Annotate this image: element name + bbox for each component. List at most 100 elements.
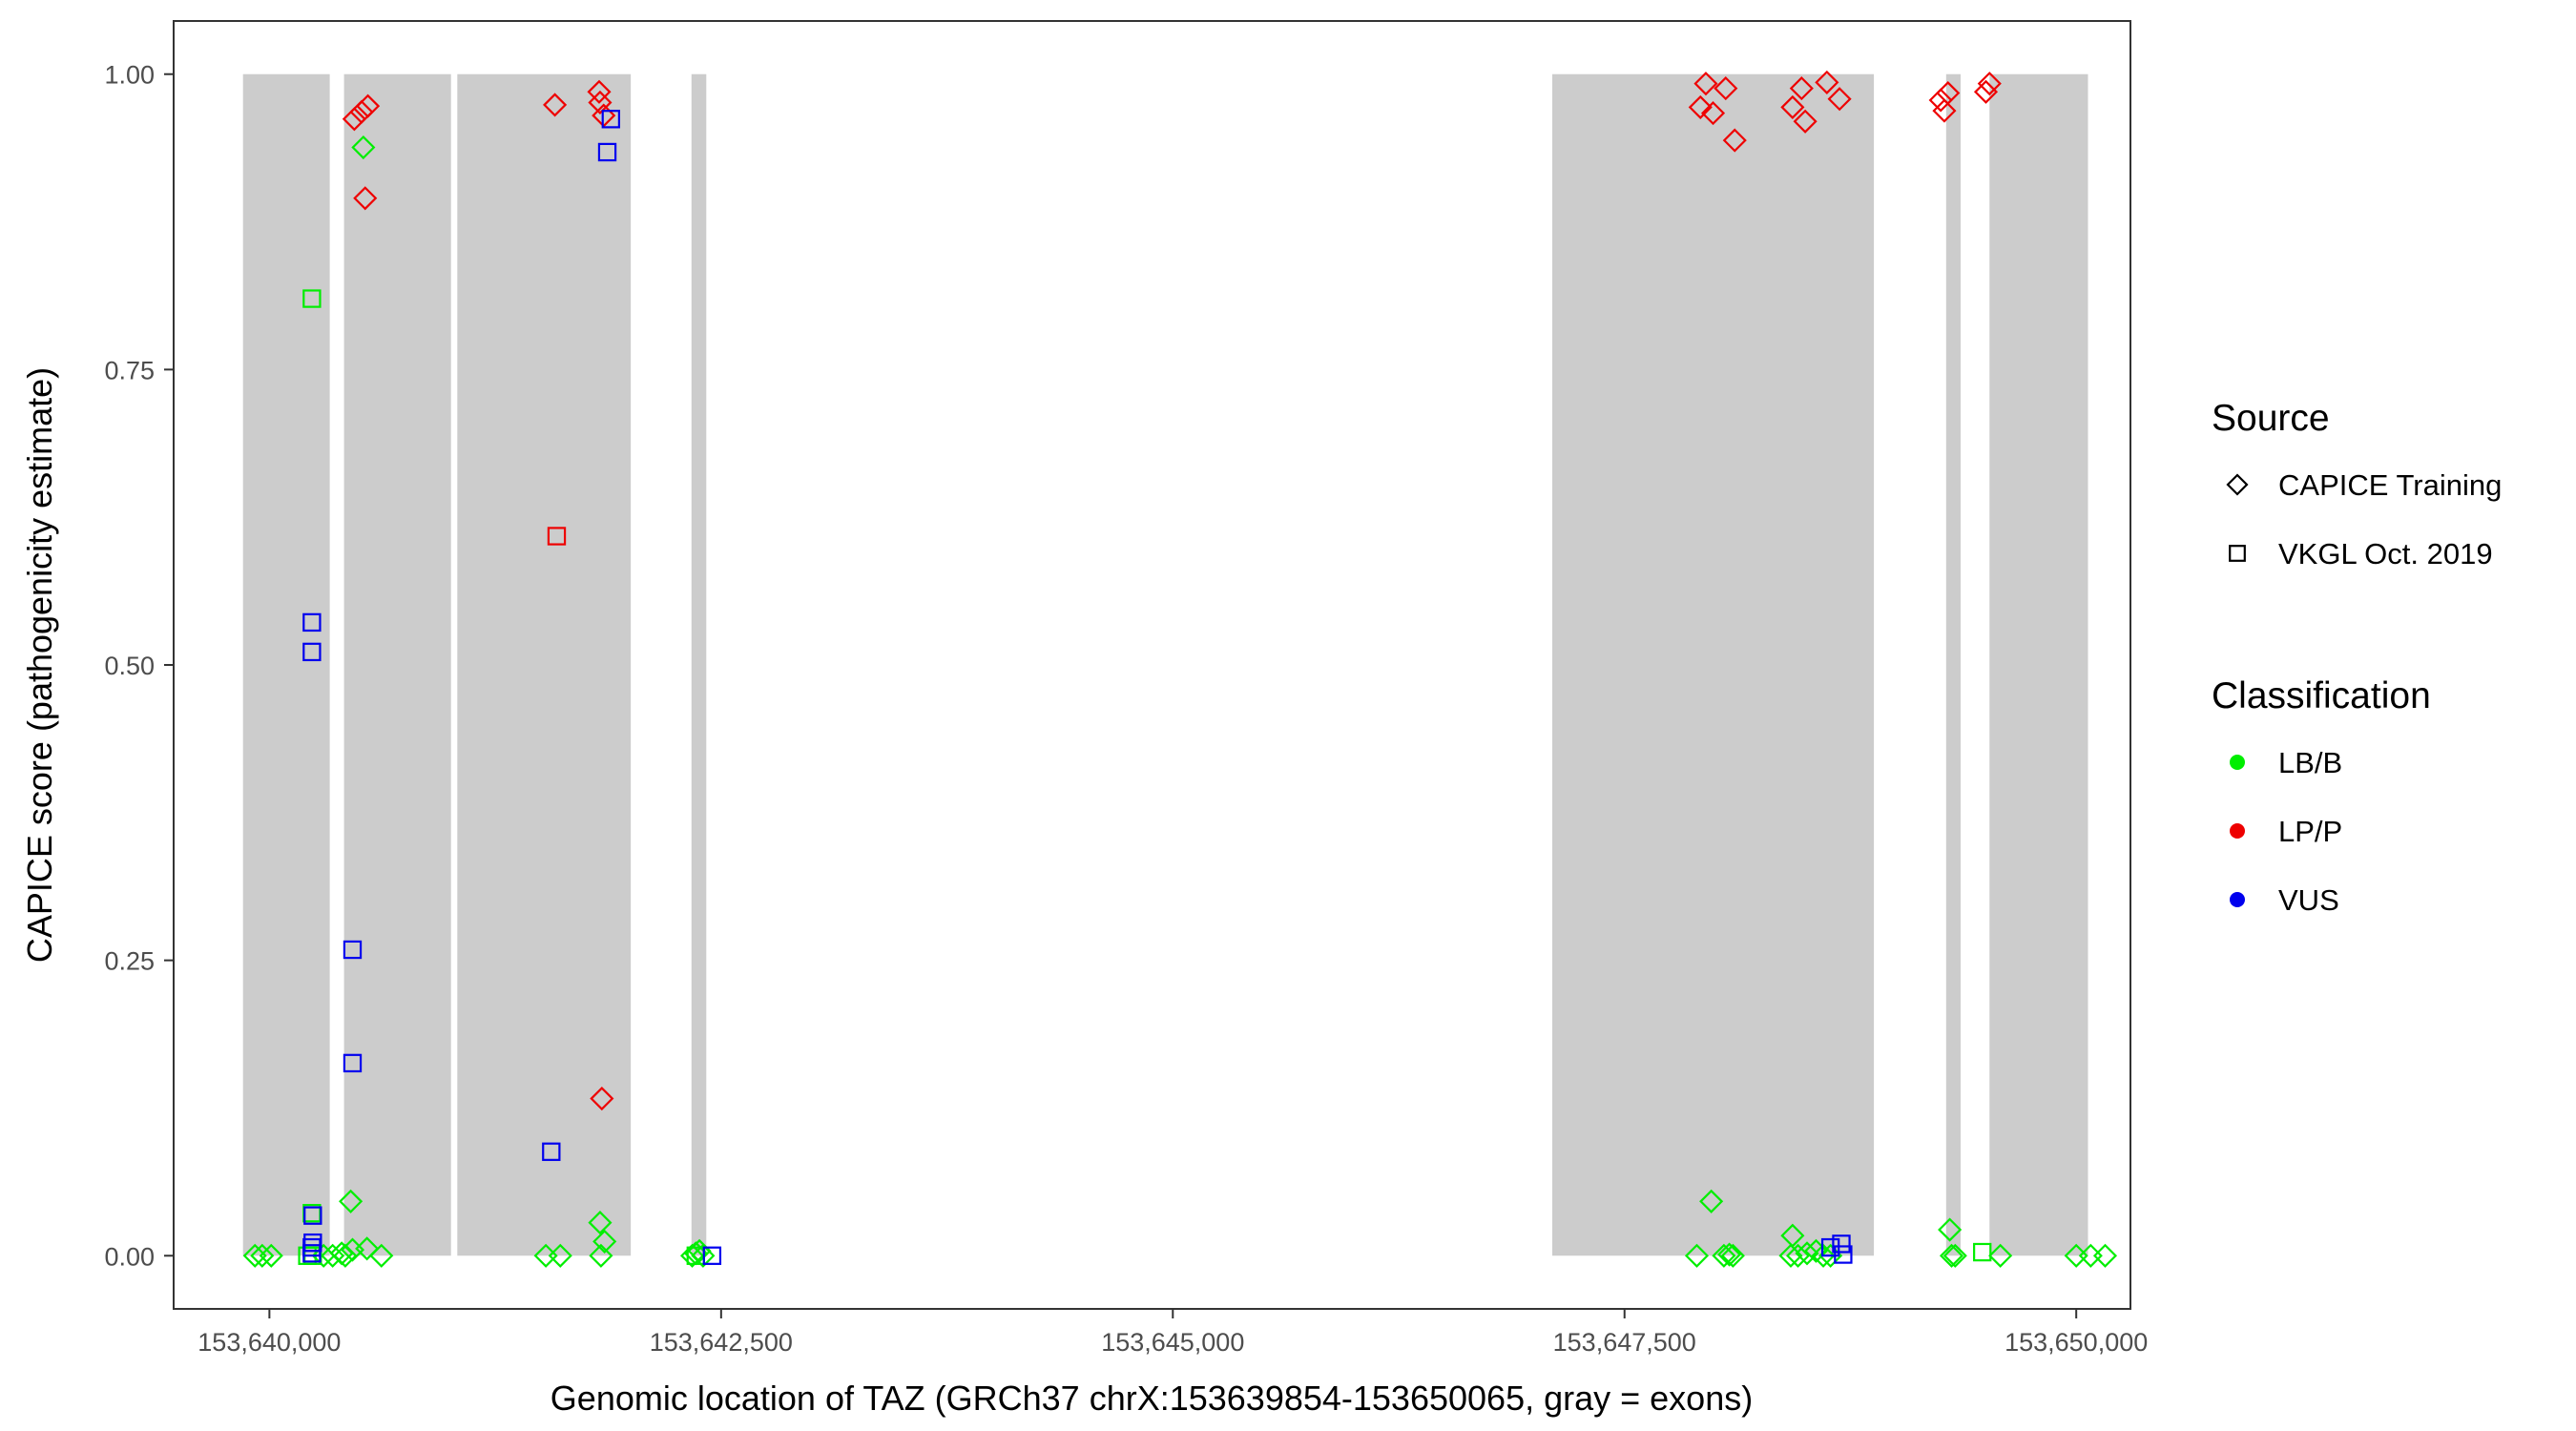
point-square [302, 612, 322, 633]
legend-key-square [2229, 545, 2246, 562]
point-diamond [1793, 109, 1818, 134]
y-axis-title: CAPICE score (pathogenicity estimate) [20, 367, 59, 963]
legend: Source CAPICE Training VKGL Oct. 2019 Cla… [2212, 398, 2502, 917]
point-diamond [369, 1243, 394, 1268]
point-diamond [588, 1211, 613, 1235]
point-diamond [1714, 76, 1738, 101]
y-tick-label: 0.25 [104, 947, 155, 976]
point-diamond [1811, 1243, 1836, 1268]
point-diamond [1712, 1243, 1736, 1268]
point-square [343, 1053, 363, 1073]
point-diamond [548, 1243, 572, 1268]
point-diamond [351, 135, 376, 160]
point-diamond [242, 1243, 267, 1268]
point-square [547, 527, 567, 546]
point-square [1834, 1245, 1853, 1264]
point-diamond [1939, 1243, 1964, 1268]
legend-key-dot [2230, 755, 2245, 770]
x-tick-label: 153,640,000 [197, 1328, 341, 1357]
point-diamond [1789, 76, 1814, 101]
data-points [242, 70, 2118, 1268]
point-diamond [1932, 98, 1957, 123]
point-diamond [1722, 128, 1747, 153]
point-diamond [1688, 94, 1713, 119]
point-diamond [1938, 1217, 1963, 1242]
point-diamond [1977, 72, 2002, 96]
exon-bands [242, 73, 2088, 1256]
point-square [597, 142, 617, 162]
x-tick-label: 153,645,000 [1101, 1328, 1244, 1357]
y-tick-label: 0.50 [104, 652, 155, 680]
point-square [1832, 1234, 1851, 1254]
point-square [302, 642, 322, 662]
point-diamond [1827, 87, 1852, 112]
point-diamond [1684, 1243, 1710, 1268]
point-diamond [1717, 1242, 1742, 1267]
x-tick-label: 153,642,500 [650, 1328, 793, 1357]
y-tick-label: 0.75 [104, 356, 155, 384]
point-diamond [250, 1243, 275, 1268]
point-diamond [587, 79, 612, 104]
point-square [1820, 1237, 1840, 1257]
point-diamond [259, 1243, 283, 1268]
point-diamond [353, 186, 378, 211]
point-diamond [1795, 1241, 1819, 1266]
point-diamond [1785, 1243, 1811, 1268]
exon-band [691, 73, 707, 1256]
point-diamond [691, 1243, 716, 1268]
point-diamond [590, 1086, 614, 1111]
point-square [302, 1244, 322, 1263]
exon-band [457, 73, 632, 1256]
point-square [1973, 1242, 1992, 1262]
point-diamond [588, 90, 613, 115]
point-diamond [592, 1229, 617, 1254]
x-tick-label: 153,650,000 [2005, 1328, 2148, 1357]
exon-band [1989, 73, 2088, 1256]
legend-label-source: CAPICE Training [2278, 468, 2502, 502]
point-diamond [349, 99, 374, 124]
axes: 153,640,000 153,642,500 153,645,000 153,647… [104, 61, 2148, 1357]
point-square [542, 1142, 561, 1161]
legend-label-classification: LB/B [2278, 746, 2342, 779]
point-diamond [1699, 1189, 1724, 1213]
point-square [302, 289, 322, 308]
y-tick-label: 1.00 [104, 61, 155, 90]
legend-key-dot [2230, 823, 2245, 839]
point-diamond [342, 107, 366, 132]
legend-class-items: LB/B LP/P VUS [2230, 746, 2342, 917]
point-diamond [355, 1236, 380, 1261]
legend-key-dot [2230, 892, 2245, 907]
point-diamond [356, 93, 381, 118]
point-diamond [1942, 1243, 1967, 1268]
legend-title-source: Source [2212, 398, 2330, 439]
point-diamond [1973, 79, 1999, 104]
point-square [303, 1206, 322, 1225]
point-square [343, 940, 363, 960]
legend-source-items: CAPICE Training VKGL Oct. 2019 [2226, 468, 2502, 570]
point-diamond [543, 93, 568, 117]
y-tick-label: 0.00 [104, 1242, 155, 1271]
x-tick-label: 153,647,500 [1553, 1328, 1696, 1357]
point-square [601, 110, 620, 129]
point-diamond [2092, 1243, 2118, 1268]
point-diamond [1700, 101, 1726, 126]
point-diamond [1720, 1243, 1745, 1268]
point-diamond [333, 1243, 358, 1268]
point-diamond [1988, 1243, 2013, 1268]
legend-title-classification: Classification [2212, 675, 2431, 716]
point-diamond [1815, 70, 1839, 94]
legend-key-diamond [2226, 473, 2249, 496]
exon-band [1551, 73, 1875, 1256]
point-diamond [589, 1243, 613, 1268]
exon-band [242, 73, 330, 1256]
x-axis-title: Genomic location of TAZ (GRCh37 chrX:153… [551, 1379, 1753, 1418]
point-diamond [311, 1243, 336, 1268]
legend-label-source: VKGL Oct. 2019 [2278, 537, 2493, 570]
point-diamond [339, 1189, 364, 1213]
point-diamond [1693, 72, 1718, 96]
exon-band [343, 73, 451, 1256]
point-diamond [1936, 80, 1961, 106]
exon-band [1945, 73, 1961, 1256]
point-diamond [1928, 88, 1953, 113]
